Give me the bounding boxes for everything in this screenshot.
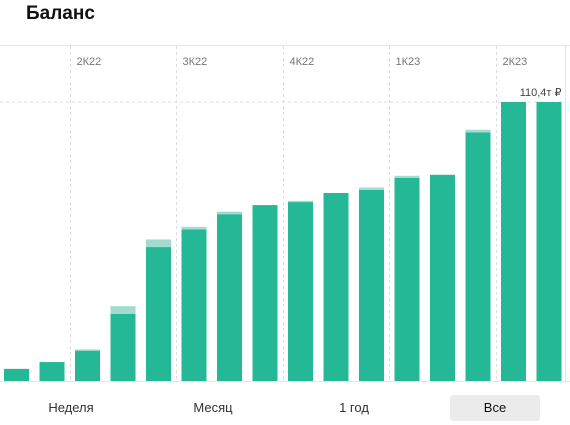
bar-extra: [394, 175, 420, 178]
x-tick-label: 3К22: [183, 56, 208, 68]
bar-main: [75, 350, 100, 381]
period-selector: Неделя Месяц 1 год Все: [0, 382, 570, 425]
bar-extra: [288, 200, 313, 203]
chart-top-border: [0, 45, 570, 46]
x-tick-label: 1К23: [396, 56, 421, 68]
bar-extra: [359, 187, 384, 190]
bar-main: [4, 368, 29, 381]
bar-extra: [146, 239, 171, 248]
bar-extra: [110, 306, 136, 314]
grid-lines: [0, 46, 565, 381]
bar-main: [217, 214, 242, 381]
period-month-button[interactable]: Месяц: [193, 400, 233, 415]
bar-main: [146, 247, 171, 381]
page-title: Баланс: [26, 3, 95, 24]
bar-extra: [217, 211, 242, 215]
period-week-button[interactable]: Неделя: [48, 400, 94, 415]
period-all-button[interactable]: Все: [450, 395, 540, 421]
bars: [4, 102, 562, 381]
bar-main: [359, 189, 384, 381]
chart-bottom-border: [0, 381, 570, 382]
bar-extra: [75, 349, 100, 351]
data-labels: 110,4т ₽: [520, 87, 562, 99]
period-year-button[interactable]: 1 год: [339, 400, 369, 415]
bar-extra: [465, 129, 491, 133]
bar-main: [430, 174, 455, 381]
x-tick-label: 2К23: [503, 56, 528, 68]
bar-main: [465, 132, 491, 381]
value-label: 110,4т ₽: [520, 87, 562, 99]
bar-extra: [181, 226, 207, 230]
bar-main: [110, 313, 136, 381]
chart-right-border: [565, 45, 566, 381]
bar-main: [181, 229, 207, 381]
bar-main: [252, 205, 278, 381]
bar-main: [394, 177, 420, 381]
bar-main: [39, 362, 65, 381]
bar-main: [536, 102, 562, 381]
bar-main: [288, 202, 313, 381]
bar-main: [323, 192, 349, 381]
x-tick-label: 2К22: [77, 56, 102, 68]
x-axis-ticks: 2К22 3К22 4К22 1К23 2К23: [77, 56, 528, 68]
x-tick-label: 4К22: [290, 56, 315, 68]
bar-main: [501, 102, 526, 381]
